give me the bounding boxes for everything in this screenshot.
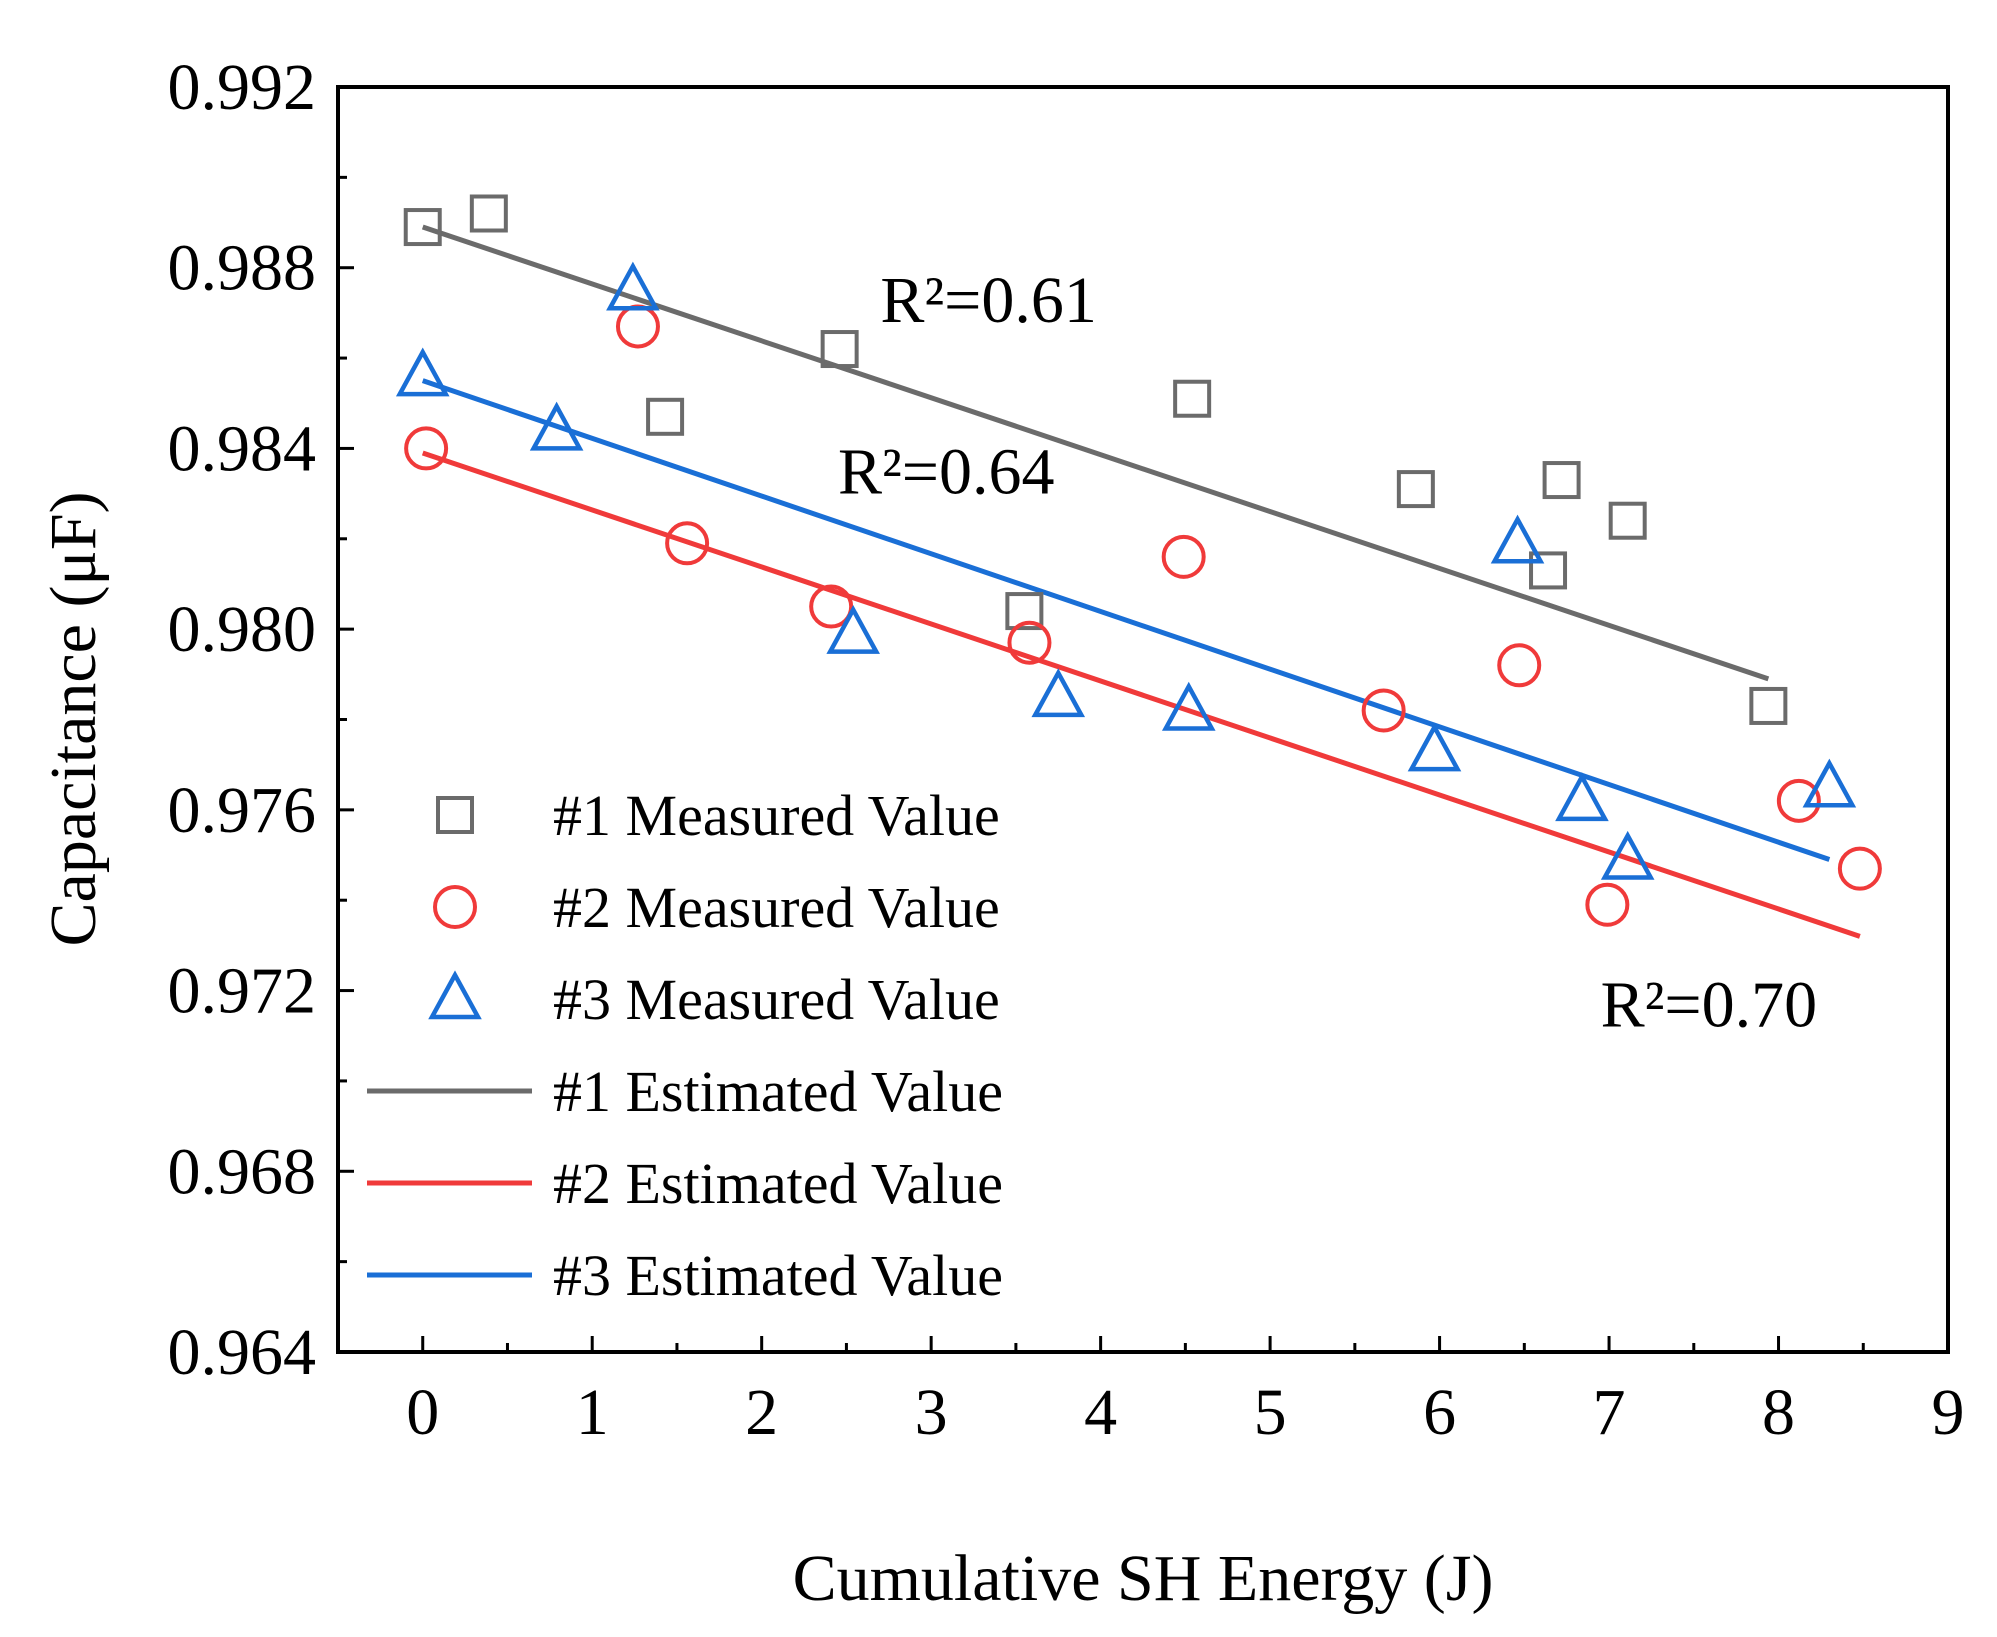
y-tick-label: 0.964: [168, 1316, 317, 1389]
series-1-measured-value-point: [1529, 551, 1568, 590]
r2-annotation: R²=0.64: [838, 436, 1055, 509]
legend-label-series-1-estimated-value: #1 Estimated Value: [553, 1059, 1003, 1124]
series-1-measured-value-point: [1608, 501, 1647, 540]
y-axis-label: Capacitance (μF): [37, 491, 110, 946]
x-tick-label: 0: [406, 1376, 439, 1449]
series-3-measured-value-point: [1407, 722, 1462, 772]
legend-label-series-2-estimated-value: #2 Estimated Value: [553, 1151, 1003, 1216]
series-1-measured-value-point: [1396, 470, 1435, 509]
series-2-measured-value-point: [1837, 846, 1882, 891]
series-3-measured-value-point: [1600, 830, 1655, 880]
series-3-measured-value-point: [529, 401, 584, 451]
series-2-measured-value-point: [615, 304, 660, 349]
series-2-measured-value-point: [1585, 882, 1630, 927]
series-1-measured-value-point: [1749, 686, 1788, 725]
y-tick-label: 0.992: [168, 51, 317, 124]
x-tick-label: 3: [915, 1376, 948, 1449]
series-3-measured-value-point: [606, 261, 660, 311]
series-2-measured-value-point: [404, 426, 449, 471]
y-tick-label: 0.976: [168, 774, 317, 847]
r2-annotation: R²=0.70: [1601, 969, 1818, 1042]
series-3-measured-value-point: [395, 347, 450, 397]
y-tick-label: 0.984: [168, 412, 317, 485]
series-2-measured-value-point: [1161, 534, 1206, 579]
legend: #1 Measured Value #2 Measured Value #3 Mea…: [367, 783, 1003, 1308]
series-1-estimated-value-line: [421, 224, 1770, 682]
series-2-measured-value-point: [1361, 688, 1406, 733]
legend-label-series-2-measured-value: #2 Measured Value: [553, 875, 1000, 940]
r2-annotation: R²=0.61: [880, 264, 1097, 337]
series-3-estimated-value-line: [421, 378, 1831, 862]
series-1-measured-value-point: [403, 208, 442, 247]
series-2-measured-value-point: [1776, 778, 1821, 823]
x-tick-label: 1: [576, 1376, 609, 1449]
legend-swatch-series-2-measured-value: [433, 885, 477, 929]
series-3-measured-value-point: [1490, 514, 1545, 564]
series-1-measured-value-point: [646, 397, 685, 436]
series-1-measured-value-point: [1542, 461, 1581, 500]
r2-annotations: R²=0.61 R²=0.64 R²=0.70: [838, 264, 1817, 1042]
regression-lines: [421, 224, 1861, 939]
x-tick-label: 2: [745, 1376, 778, 1449]
x-tick-label: 7: [1593, 1376, 1626, 1449]
series-1-measured-value-point: [1005, 592, 1044, 631]
legend-swatch-series-1-measured-value: [436, 796, 474, 834]
series-1-measured-value-point: [469, 194, 508, 233]
series-2-measured-value-point: [1497, 643, 1542, 688]
x-tick-label: 5: [1254, 1376, 1287, 1449]
x-tick-label: 4: [1084, 1376, 1117, 1449]
x-tick-label: 9: [1932, 1376, 1965, 1449]
y-tick-label: 0.972: [168, 955, 317, 1028]
x-tick-label: 6: [1423, 1376, 1456, 1449]
y-tick-label: 0.980: [168, 593, 317, 666]
x-axis-label: Cumulative SH Energy (J): [793, 1542, 1494, 1615]
series-3-measured-value-point: [1031, 668, 1086, 718]
series-2-measured-value-point: [665, 521, 710, 566]
legend-label-series-3-estimated-value: #3 Estimated Value: [553, 1243, 1003, 1308]
series-2-measured-value-point: [1007, 620, 1052, 665]
data-markers: [395, 194, 1882, 927]
series-1-measured-value-point: [1173, 379, 1212, 418]
x-tick-label: 8: [1762, 1376, 1795, 1449]
series-3-measured-value-point: [826, 604, 880, 654]
legend-label-series-1-measured-value: #1 Measured Value: [553, 783, 1000, 848]
series-2-measured-value-point: [809, 584, 854, 629]
series-3-measured-value-point: [1555, 772, 1609, 822]
series-1-measured-value-point: [820, 330, 859, 369]
axis-ticks: 0 1 2 3 4 5 6 7 8 9 0.964 0.968 0.972 0.976 0.980 0.984…: [168, 51, 1965, 1449]
legend-swatch-series-3-measured-value: [428, 970, 482, 1020]
series-3-measured-value-point: [1161, 681, 1216, 731]
series-3-measured-value-point: [1802, 758, 1857, 808]
y-tick-label: 0.988: [168, 232, 317, 305]
series-2-estimated-value-line: [421, 450, 1861, 939]
legend-label-series-3-measured-value: #3 Measured Value: [553, 967, 1000, 1032]
y-tick-label: 0.968: [168, 1135, 317, 1208]
